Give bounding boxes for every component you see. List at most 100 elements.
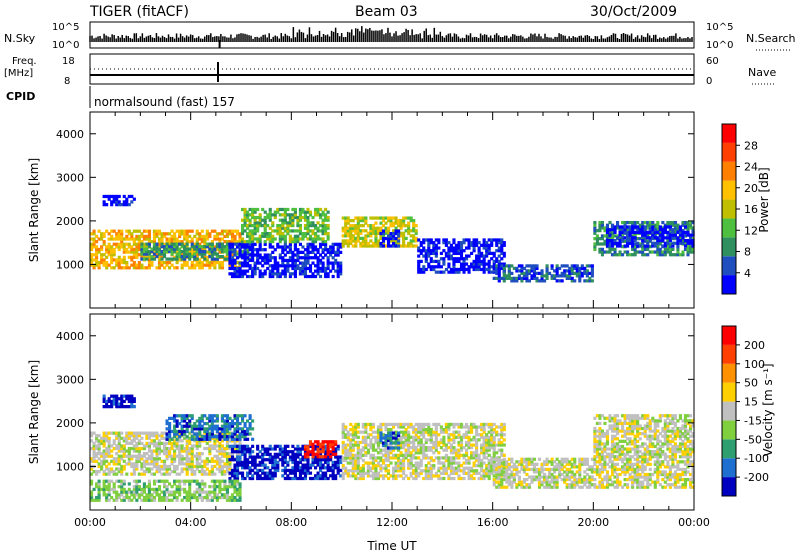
velocity-cell [414,466,418,470]
velocity-cell [185,449,189,453]
velocity-cell [404,453,408,457]
velocity-cell [102,439,106,443]
velocity-cell [376,476,381,481]
power-cell [281,256,285,260]
velocity-cell [303,455,308,459]
power-cell [319,258,323,263]
velocity-cell [341,443,345,447]
velocity-cell [346,451,350,455]
velocity-cell [170,454,174,458]
power-cell [628,220,632,225]
velocity-cell [263,458,267,462]
velocity-cell [190,437,194,441]
velocity-cell [356,435,360,439]
power-cell [590,269,594,273]
velocity-cell [346,456,350,460]
velocity-cell [165,464,169,469]
velocity-cell [263,474,267,478]
power-colorbar-segment [722,199,736,219]
power-cell [168,250,172,254]
power-cell [593,228,597,233]
power-cell [288,218,292,222]
velocity-cell [198,469,202,474]
velocity-cell [361,422,365,427]
power-cell [258,213,262,217]
velocity-cell [278,452,282,456]
power-cell [397,224,401,228]
velocity-cell [313,447,318,451]
velocity-cell [140,431,144,435]
power-cell [651,233,655,237]
power-cell [409,241,413,246]
power-cell [263,248,267,252]
power-cell [392,216,396,220]
power-cell [643,228,647,232]
velocity-cell [198,427,202,431]
power-cell [271,245,275,249]
velocity-cell [135,444,139,448]
velocity-cell [238,444,242,448]
power-cell [404,216,408,220]
velocity-cell [241,435,245,439]
velocity-cell [298,474,302,478]
velocity-cell [228,454,232,458]
power-cell [628,233,632,237]
power-cell [316,261,320,265]
power-cell [248,242,252,246]
power-cell [520,269,524,273]
velocity-cell [251,476,255,481]
velocity-cell [424,448,428,452]
power-cell [291,237,295,241]
power-cell [122,203,126,207]
power-cell [490,243,494,247]
power-cell [364,244,368,248]
power-cell [258,253,262,257]
power-cell [618,250,622,254]
velocity-cell [173,467,177,471]
power-cell [127,266,131,270]
power-cell [293,248,297,252]
velocity-cell [371,474,375,478]
power-cell [326,232,330,236]
velocity-cell [122,454,126,458]
power-cell [354,224,358,228]
velocity-cell [344,446,348,450]
velocity-cell [366,435,370,439]
power-cell [246,256,250,260]
velocity-cell [168,429,172,434]
velocity-cell [132,462,136,466]
power-cell [130,255,134,259]
power-cell [505,264,509,268]
velocity-cell [246,460,250,465]
power-cell [263,242,267,246]
power-cell [303,253,308,257]
power-cell [492,265,496,269]
power-cell [444,243,448,247]
power-cell [321,264,325,268]
power-cell [593,223,597,227]
velocity-cell [371,448,375,452]
power-cell [261,248,265,252]
power-cell [183,263,187,267]
velocity-cell [402,435,406,439]
power-cell [248,253,252,257]
power-cell [427,262,431,266]
power-cell [656,226,660,230]
power-cell [356,239,360,243]
velocity-cell [195,454,199,458]
velocity-cell [188,446,192,451]
power-cell [560,264,564,268]
velocity-cell [392,425,396,429]
velocity-cell [376,433,381,437]
power-cell [263,229,267,233]
velocity-cell [122,436,126,440]
power-cell [165,242,169,246]
power-cell [306,218,310,222]
velocity-cell [341,427,345,432]
power-cell [306,274,310,279]
power-cell [656,230,660,235]
power-cell [145,237,149,241]
velocity-cell [324,460,328,465]
power-cell [651,241,655,245]
power-cell [132,260,136,265]
